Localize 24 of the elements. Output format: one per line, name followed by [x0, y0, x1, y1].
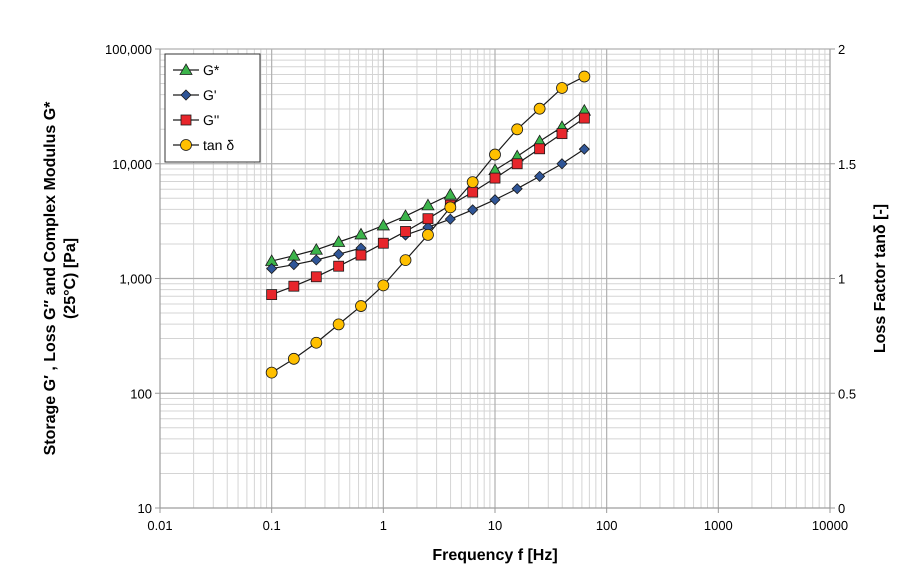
- y2-tick-label: 1: [838, 272, 846, 286]
- x-tick-label: 1000: [704, 518, 733, 533]
- y2-tick-label: 0.5: [838, 386, 856, 402]
- y-tick-label: 10: [138, 501, 152, 516]
- y-tick-label: 100: [130, 386, 152, 402]
- y-tick-label: 100,000: [105, 42, 152, 57]
- x-tick-label: 100: [596, 518, 618, 533]
- y2-tick-label: 2: [838, 42, 846, 57]
- x-tick-label: 10: [488, 518, 502, 533]
- y-tick-label: 1,000: [119, 272, 152, 286]
- legend-label: G': [203, 87, 217, 103]
- y2-axis-title: Loss Factor tanδ [-]: [872, 204, 889, 354]
- legend-label: G*: [203, 62, 220, 78]
- x-axis-title: Frequency f [Hz]: [432, 547, 558, 564]
- x-tick-label: 0.1: [262, 518, 281, 533]
- legend-label: G'': [203, 112, 220, 128]
- legend-label: tan δ: [203, 137, 234, 153]
- x-tick-label: 1: [380, 518, 387, 533]
- y2-tick-label: 1.5: [838, 156, 856, 172]
- x-tick-label: 0.01: [147, 518, 173, 533]
- y-tick-label: 10,000: [112, 156, 152, 172]
- x-tick-label: 10000: [812, 518, 848, 533]
- y2-tick-label: 0: [838, 501, 846, 516]
- y-axis-title: Storage G′ , Loss G′′ and Complex Modulus G* (25°C) [Pa]: [42, 100, 79, 456]
